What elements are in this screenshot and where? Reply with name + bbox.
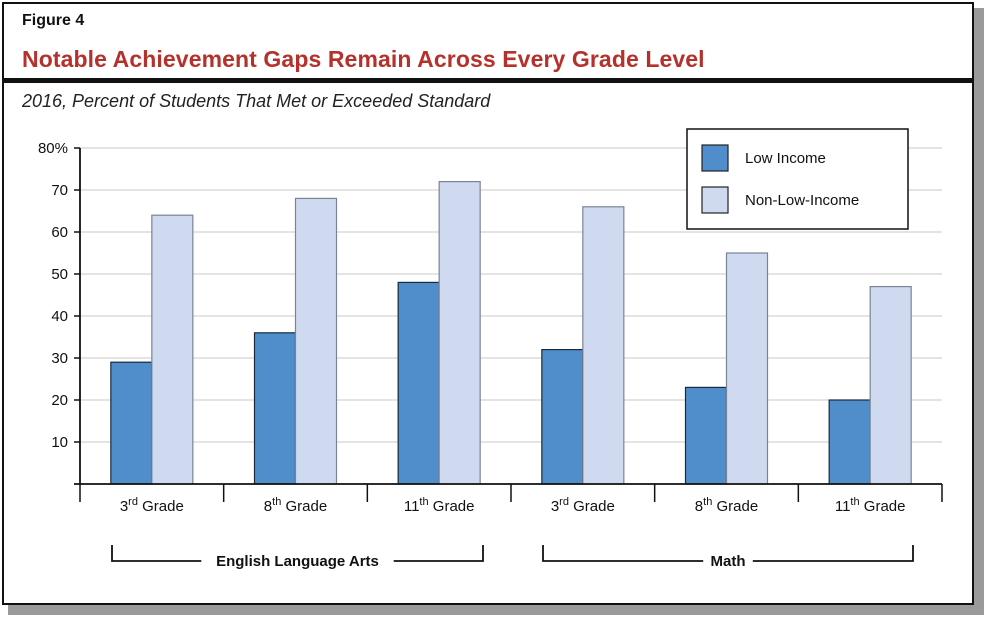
group-bracket-right [393, 545, 484, 562]
category-group-label: English Language Arts [216, 553, 379, 570]
bar-low-income [253, 332, 297, 485]
x-category-label: 8th Grade [264, 496, 327, 515]
bar-non-low-income [294, 197, 338, 485]
figure-label: Figure 4 [22, 12, 85, 29]
y-tick-label: 80% [38, 140, 68, 157]
y-tick-label: 50 [51, 266, 68, 283]
y-tick-label: 30 [51, 350, 68, 367]
legend-label-non-low-income: Non-Low-Income [745, 192, 859, 209]
y-tick-label: 40 [51, 308, 68, 325]
group-bracket-right [752, 545, 914, 562]
y-axis-ticks: 10 20 30 40 50 60 70 80% [38, 140, 80, 451]
y-tick-label: 60 [51, 224, 68, 241]
title-rule [2, 78, 974, 83]
bar-non-low-income [725, 252, 769, 485]
x-category-label: 8th Grade [695, 496, 758, 515]
bar-low-income [541, 349, 584, 485]
category-group-label: Math [711, 553, 746, 570]
y-tick-label: 70 [51, 182, 68, 199]
chart-title: Notable Achievement Gaps Remain Across E… [22, 46, 705, 72]
x-category-label: 3rd Grade [120, 496, 184, 515]
y-tick-label: 20 [51, 392, 68, 409]
bar-non-low-income [869, 286, 912, 485]
bar-non-low-income [582, 206, 625, 485]
legend-swatch-non-low-income [701, 186, 729, 214]
legend-label-low-income: Low Income [745, 150, 826, 167]
x-category-label: 11th Grade [404, 496, 475, 515]
x-category-label: 11th Grade [835, 496, 906, 515]
x-category-label: 3rd Grade [551, 496, 615, 515]
category-groups: English Language Arts Math [111, 545, 914, 570]
group-bracket-left [111, 545, 202, 562]
y-tick-label: 10 [51, 434, 68, 451]
bar-low-income [828, 399, 871, 485]
group-bracket-left [542, 545, 704, 562]
bar-non-low-income [438, 181, 481, 485]
legend-swatch-low-income [701, 144, 729, 172]
x-axis-labels: 3rd Grade 8th Grade 11th Grade 3rd Grade 8th… [120, 496, 906, 515]
legend: Low Income Non-Low-Income [686, 128, 909, 230]
chart-subtitle: 2016, Percent of Students That Met or Ex… [22, 91, 491, 111]
bar-low-income [397, 281, 440, 485]
bar-non-low-income [151, 214, 194, 485]
bar-low-income [684, 386, 728, 485]
bar-low-income [110, 361, 153, 485]
legend-box [686, 128, 909, 230]
bars [110, 181, 912, 485]
